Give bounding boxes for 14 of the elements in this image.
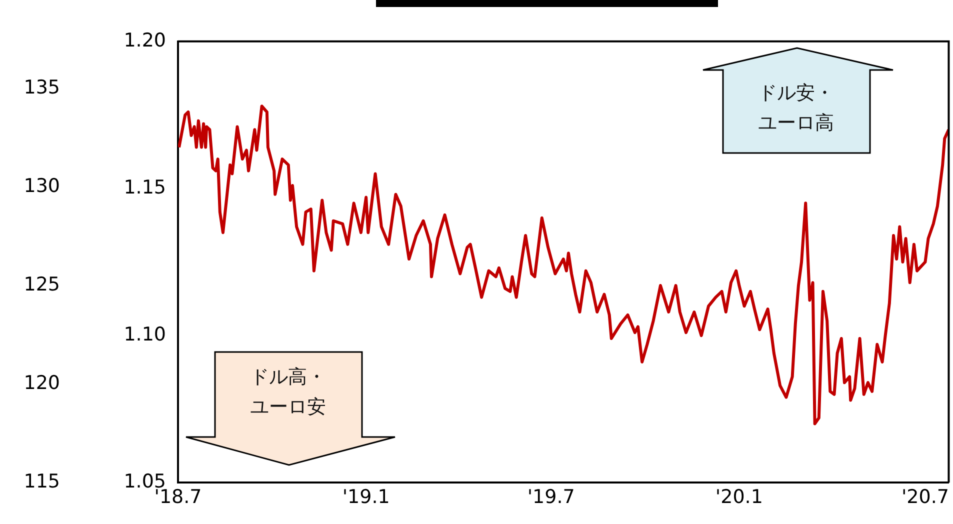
y-tick-label: 1.15 (124, 176, 166, 198)
annotation: ドル安・ユーロ高 (757, 81, 835, 136)
annotation: ドル高・ユーロ安 (249, 365, 327, 420)
y-tick-label: 1.10 (124, 323, 166, 346)
y2-tick-label: 125 (24, 274, 60, 296)
x-tick-label: '19.7 (527, 486, 575, 508)
x-tick-label: '19.1 (342, 486, 390, 508)
y-tick-label: 1.20 (124, 29, 166, 52)
x-tick-label: '20.7 (901, 486, 949, 508)
y2-tick-label: 120 (24, 372, 60, 394)
x-tick-label: '20.1 (715, 486, 763, 508)
y2-tick-label: 130 (24, 175, 60, 198)
y2-tick-label: 115 (24, 470, 60, 493)
y2-tick-label: 135 (24, 76, 60, 99)
